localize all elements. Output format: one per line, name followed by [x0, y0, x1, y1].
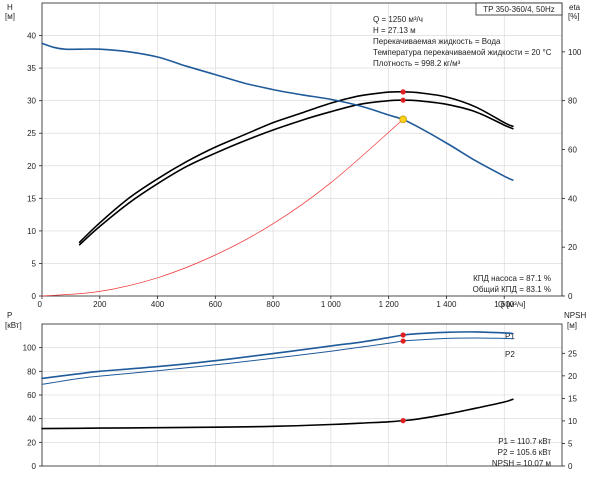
- upper-plot-frame: [41, 2, 563, 297]
- efficiency-marker: [400, 89, 406, 95]
- power-axis-unit: [кВт]: [5, 321, 22, 330]
- x-tick-label: 200: [93, 300, 107, 309]
- npsh-tick-label: 15: [568, 394, 577, 403]
- x-tick-label: 600: [209, 300, 223, 309]
- pump-efficiency-result: КПД насоса = 87.1 %: [473, 274, 551, 283]
- head-tick-label: 10: [27, 227, 36, 236]
- info-line: Плотность = 998.2 кг/м³: [373, 59, 461, 68]
- head-tick-label: 40: [27, 32, 36, 41]
- npsh-axis-label: NPSH: [564, 311, 586, 320]
- power-tick-label: 20: [27, 438, 36, 447]
- npsh-tick-label: 20: [568, 372, 577, 381]
- x-tick-label: 1 000: [321, 300, 342, 309]
- npsh-axis-unit: [м]: [567, 321, 577, 330]
- efficiency-marker: [400, 97, 406, 103]
- eta-tick-label: 20: [568, 243, 577, 252]
- head-tick-label: 20: [27, 162, 36, 171]
- x-tick-label: 1 400: [436, 300, 457, 309]
- info-line: Температура перекачиваемой жидкости = 20…: [373, 48, 552, 57]
- info-line: Q = 1250 м³/ч: [373, 15, 423, 24]
- p2-series-label: P2: [505, 350, 515, 359]
- head-axis-label: H: [7, 3, 13, 12]
- info-line: H = 27.13 м: [373, 26, 416, 35]
- upper-grid: [41, 3, 563, 296]
- overall-efficiency-line: [78, 99, 514, 246]
- x-tick-label: 1 200: [379, 300, 400, 309]
- head-tick-label: 0: [32, 292, 37, 301]
- head-tick-label: 30: [27, 97, 36, 106]
- power-npsh-marker: [400, 418, 406, 424]
- npsh-tick-label: 0: [568, 462, 573, 471]
- p1-result: P1 = 110.7 кВт: [498, 437, 551, 446]
- power-axis-label: P: [7, 311, 12, 320]
- pump-tag-box: [475, 2, 563, 16]
- power-tick-label: 40: [27, 415, 36, 424]
- head-axis-unit: [м]: [5, 12, 15, 21]
- x-tick-label: 800: [266, 300, 280, 309]
- eta-axis-label: eta: [569, 3, 581, 12]
- power-tick-label: 100: [23, 344, 37, 353]
- power-npsh-marker: [400, 338, 406, 344]
- eta-tick-label: 100: [568, 48, 582, 57]
- eta-tick-label: 0: [568, 292, 573, 301]
- system-curve-line: [41, 119, 404, 297]
- npsh-curve-line: [41, 398, 514, 430]
- head-tick-label: 35: [27, 64, 36, 73]
- head-tick-label: 25: [27, 129, 36, 138]
- curves: [41, 42, 514, 430]
- npsh-tick-label: 10: [568, 417, 577, 426]
- x-tick-label: 400: [151, 300, 165, 309]
- duty-point-marker: [399, 115, 407, 124]
- power-tick-label: 0: [32, 462, 37, 471]
- x-tick-label: 0: [38, 300, 43, 309]
- head-tick-label: 5: [32, 259, 37, 268]
- info-line: Перекачиваемая жидкость = Вода: [373, 37, 501, 46]
- x-tick-label: 1 600: [494, 300, 515, 309]
- p2-curve-line: [41, 337, 514, 385]
- power-tick-label: 80: [27, 367, 36, 376]
- p2-result: P2 = 105.6 кВт: [498, 448, 552, 457]
- p1-series-label: P1: [505, 332, 515, 341]
- info-block: Q = 1250 м³/ч H = 27.13 м Перекачиваемая…: [373, 15, 552, 68]
- lower-grid: [41, 324, 562, 466]
- npsh-tick-label: 25: [568, 349, 577, 358]
- eta-tick-label: 80: [568, 97, 577, 106]
- pump-efficiency-line: [78, 90, 514, 244]
- power-tick-label: 60: [27, 391, 36, 400]
- markers: [399, 89, 407, 424]
- power-npsh-marker: [400, 332, 406, 338]
- npsh-result: NPSH = 10.07 м: [492, 459, 551, 468]
- npsh-tick-label: 5: [568, 439, 573, 448]
- axis-ticks: 0 200 400 600 800 1 000 1 200 1 400 1 6000510152…: [23, 32, 582, 471]
- p1-curve-line: [41, 331, 514, 380]
- flow-axis-label: Q [м³/ч]: [498, 300, 525, 309]
- pump-tag: TP 350-360/4, 50Hz: [483, 5, 554, 14]
- eta-axis-unit: [%]: [568, 12, 580, 21]
- eta-tick-label: 40: [568, 194, 577, 203]
- overall-efficiency-result: Общий КПД = 83.1 %: [473, 285, 551, 294]
- head-curve-line: [41, 42, 514, 181]
- eta-tick-label: 60: [568, 146, 577, 155]
- head-tick-label: 15: [27, 194, 36, 203]
